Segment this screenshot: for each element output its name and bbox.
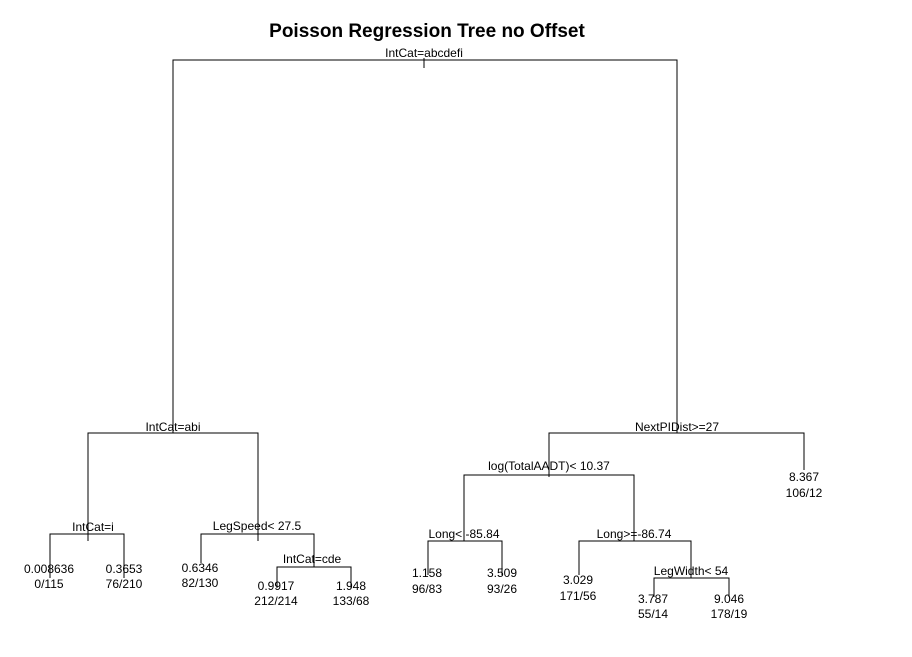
edge-right-left-right bbox=[578, 540, 692, 578]
edge-right-left bbox=[463, 474, 635, 541]
edge-right bbox=[548, 432, 805, 477]
leaf-counts: 212/214 bbox=[254, 594, 298, 608]
leaf-counts: 133/68 bbox=[333, 594, 370, 608]
edge-left-left bbox=[49, 533, 125, 578]
split-label-right-left-left: Long< -85.84 bbox=[428, 527, 499, 541]
split-label-left-left: IntCat=i bbox=[72, 520, 114, 534]
edge-right-left-left bbox=[427, 540, 503, 575]
tree-edges bbox=[49, 58, 805, 597]
leaf-value: 3.787 bbox=[638, 592, 668, 606]
leaf-value: 1.948 bbox=[336, 579, 366, 593]
leaf-value: 0.6346 bbox=[182, 561, 219, 575]
split-label-right: NextPIDist>=27 bbox=[635, 420, 719, 434]
split-label-right-left: log(TotalAADT)< 10.37 bbox=[488, 459, 610, 473]
leaf-counts: 178/19 bbox=[711, 607, 748, 621]
leaf-value: 3.029 bbox=[563, 573, 593, 587]
edge-root bbox=[172, 59, 678, 433]
leaf-value: 8.367 bbox=[789, 470, 819, 484]
split-label-right-left-right-right: LegWidth< 54 bbox=[654, 564, 729, 578]
split-label-left-right: LegSpeed< 27.5 bbox=[213, 519, 302, 533]
leaf-value: 0.008636 bbox=[24, 562, 74, 576]
leaf-counts: 0/115 bbox=[34, 577, 63, 591]
leaf-value: 0.9917 bbox=[258, 579, 295, 593]
leaf-value: 0.3653 bbox=[106, 562, 143, 576]
leaf-counts: 82/130 bbox=[182, 576, 219, 590]
leaf-counts: 96/83 bbox=[412, 582, 442, 596]
leaf-counts: 106/12 bbox=[786, 486, 823, 500]
edge-right-left-right-right bbox=[653, 577, 730, 597]
leaf-value: 1.158 bbox=[412, 566, 442, 580]
leaf-nodes: 0.008636 0/115 0.3653 76/210 0.6346 82/1… bbox=[24, 470, 823, 621]
leaf-counts: 171/56 bbox=[560, 589, 597, 603]
split-label-left: IntCat=abi bbox=[145, 420, 200, 434]
leaf-value: 9.046 bbox=[714, 592, 744, 606]
edge-left-right bbox=[200, 533, 315, 567]
split-label-right-left-right: Long>=-86.74 bbox=[597, 527, 672, 541]
leaf-value: 3.509 bbox=[487, 566, 517, 580]
diagram-title: Poisson Regression Tree no Offset bbox=[269, 21, 585, 42]
edge-left bbox=[87, 432, 259, 541]
split-label-left-right-right: IntCat=cde bbox=[283, 552, 342, 566]
leaf-counts: 93/26 bbox=[487, 582, 517, 596]
split-label-root: IntCat=abcdefi bbox=[385, 46, 463, 60]
edge-left-right-right bbox=[276, 566, 352, 588]
split-labels: IntCat=abcdefi IntCat=abi IntCat=i LegSp… bbox=[72, 46, 728, 578]
leaf-counts: 55/14 bbox=[638, 607, 668, 621]
leaf-counts: 76/210 bbox=[106, 577, 143, 591]
